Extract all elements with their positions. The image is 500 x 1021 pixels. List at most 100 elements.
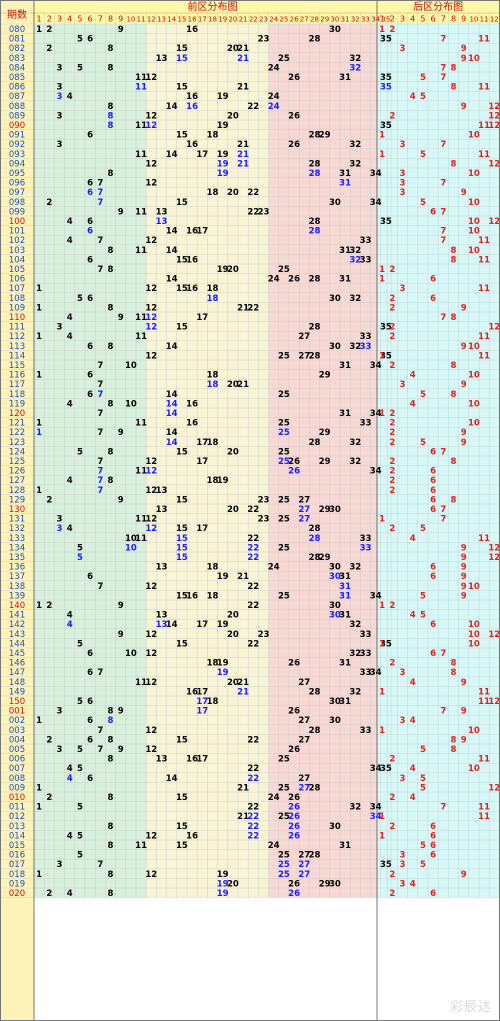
front-number: 22 [247, 207, 259, 217]
front-number: 15 [176, 198, 188, 208]
period-label: 090 [9, 121, 25, 131]
front-number: 32 [349, 438, 361, 448]
front-number: 22 [247, 601, 259, 611]
back-number: 10 [468, 198, 480, 208]
front-number: 26 [288, 831, 300, 841]
back-number: 9 [461, 102, 467, 112]
front-number: 1 [36, 332, 42, 342]
front-number: 19 [217, 659, 229, 669]
front-number: 17 [196, 524, 208, 534]
front-number: 21 [237, 687, 249, 697]
front-number: 22 [247, 553, 259, 563]
front-number: 8 [108, 716, 114, 726]
period-label: 108 [9, 294, 25, 304]
back-number: 9 [461, 303, 467, 313]
front-number: 6 [87, 697, 93, 707]
front-number: 6 [87, 668, 93, 678]
back-number: 1 [379, 409, 385, 419]
front-number: 29 [319, 371, 331, 381]
front-number: 30 [329, 716, 341, 726]
back-number: 2 [389, 467, 395, 477]
front-number: 27 [298, 774, 310, 784]
back-number: 5 [420, 524, 426, 534]
period-label: 100 [9, 217, 25, 227]
front-number: 24 [268, 841, 280, 851]
period-label: 114 [9, 351, 25, 361]
front-column-number: 20 [228, 16, 237, 24]
period-label: 102 [9, 236, 25, 246]
front-number: 30 [329, 601, 341, 611]
front-number: 8 [108, 707, 114, 717]
back-number: 10 [468, 371, 480, 381]
back-number: 6 [430, 841, 436, 851]
period-label: 099 [9, 207, 25, 217]
front-number: 5 [77, 803, 83, 813]
front-number: 5 [77, 764, 83, 774]
front-number: 17 [196, 697, 208, 707]
front-column-number: 31 [341, 16, 350, 24]
front-number: 22 [247, 639, 259, 649]
period-label: 113 [9, 342, 25, 352]
front-number: 10 [125, 399, 137, 409]
front-number: 5 [77, 553, 83, 563]
back-number: 11 [478, 803, 490, 813]
back-number: 4 [410, 879, 416, 889]
back-number: 5 [420, 783, 426, 793]
front-number: 27 [298, 332, 310, 342]
back-number: 7 [440, 236, 446, 246]
back-number: 10 [468, 630, 480, 640]
front-number: 3 [57, 860, 63, 870]
front-number: 16 [186, 227, 198, 237]
front-number: 9 [118, 313, 124, 323]
front-number: 4 [67, 399, 73, 409]
front-number: 30 [329, 611, 341, 621]
back-number: 2 [389, 323, 395, 333]
period-label: 080 [9, 25, 25, 35]
back-number: 6 [430, 294, 436, 304]
front-number: 15 [176, 534, 188, 544]
front-number: 33 [360, 630, 372, 640]
period-header: 期数 [7, 8, 27, 21]
period-label: 083 [9, 54, 25, 64]
front-number: 27 [298, 351, 310, 361]
back-number: 9 [461, 342, 467, 352]
back-number: 8 [451, 745, 457, 755]
front-number: 35 [380, 764, 392, 774]
front-number: 31 [339, 611, 351, 621]
front-number: 15 [176, 841, 188, 851]
back-number: 2 [389, 332, 395, 342]
front-number: 22 [247, 303, 259, 313]
period-label: 087 [9, 92, 25, 102]
period-label: 143 [9, 630, 25, 640]
front-number: 16 [186, 255, 198, 265]
back-number: 5 [420, 92, 426, 102]
front-number: 6 [87, 371, 93, 381]
back-number: 4 [410, 716, 416, 726]
front-number: 6 [87, 572, 93, 582]
period-label: 005 [9, 745, 25, 755]
front-number: 5 [77, 63, 83, 73]
front-number: 28 [309, 227, 321, 237]
front-number: 33 [360, 534, 372, 544]
front-number: 21 [237, 83, 249, 93]
front-number: 6 [87, 179, 93, 189]
front-number: 28 [309, 351, 321, 361]
back-number: 7 [440, 505, 446, 515]
back-column-number: 2 [390, 15, 395, 24]
front-number: 3 [57, 524, 63, 534]
front-number: 1 [36, 419, 42, 429]
front-number: 24 [268, 793, 280, 803]
period-label: 119 [9, 399, 25, 409]
front-number: 30 [329, 697, 341, 707]
front-number: 33 [360, 726, 372, 736]
period-label: 136 [9, 563, 25, 573]
front-column-number: 10 [126, 16, 135, 24]
front-number: 15 [176, 44, 188, 54]
front-number: 9 [118, 745, 124, 755]
back-number: 4 [410, 611, 416, 621]
front-number: 15 [176, 524, 188, 534]
period-label: 106 [9, 275, 25, 285]
period-label: 128 [9, 486, 25, 496]
back-number: 3 [400, 716, 406, 726]
period-label: 085 [9, 73, 25, 83]
